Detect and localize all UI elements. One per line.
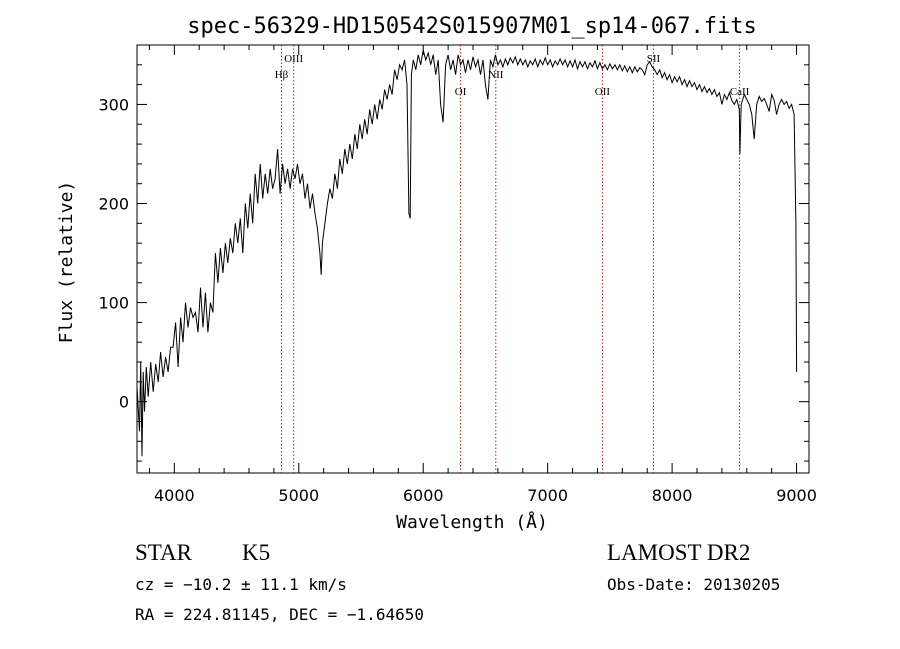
y-tick-label: 0 [119,393,129,412]
coordinates: RA = 224.81145, DEC = −1.64650 [135,605,424,624]
observation-date: Obs-Date: 20130205 [607,575,780,594]
emission-line-label: OIII [284,53,303,65]
y-axis: 0 100 200 300 [98,44,809,462]
x-tick-label: 4000 [154,486,195,505]
emission-line-label: Hβ [275,69,289,81]
y-tick-label: 100 [98,294,129,313]
y-axis-label: Flux (relative) [56,181,77,344]
spectrum-line [136,49,798,457]
x-tick-label: 6000 [403,486,444,505]
plot-frame [136,44,810,474]
emission-line-label: OII [595,86,611,98]
x-axis: 4000 5000 6000 7000 8000 9000 [148,45,817,505]
x-axis-label: Wavelength (Å) [396,511,548,533]
x-tick-label: 7000 [527,486,568,505]
y-tick-label: 200 [98,195,129,214]
emission-line-label: CaII [730,86,750,98]
x-tick-label: 9000 [776,486,817,505]
y-tick-label: 300 [98,95,129,114]
emission-line-label: OI [455,86,467,98]
object-class: STAR [135,540,193,565]
survey-name: LAMOST DR2 [607,540,750,565]
emission-line-label: NII [488,69,504,81]
redshift-info: cz = −10.2 ± 11.1 km/s [135,575,347,594]
spectral-subclass: K5 [242,540,270,565]
chart-title: spec-56329-HD150542S015907M01_sp14-067.f… [187,14,757,39]
x-tick-label: 8000 [652,486,693,505]
x-tick-label: 5000 [278,486,319,505]
